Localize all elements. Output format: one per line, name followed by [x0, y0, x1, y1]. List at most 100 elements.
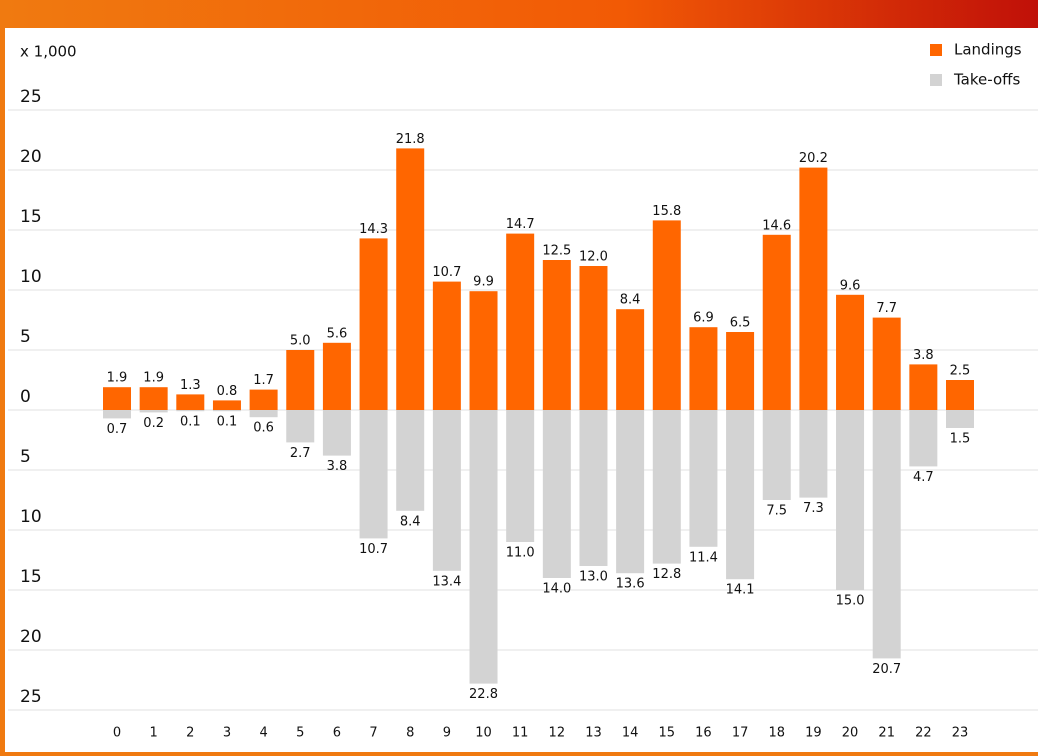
bar	[726, 410, 755, 580]
bar	[469, 291, 498, 410]
x-tick-label: 9	[443, 726, 451, 741]
value-label: 6.5	[730, 316, 751, 331]
x-tick-label: 7	[369, 726, 377, 741]
value-label: 11.0	[506, 546, 535, 561]
bar	[506, 410, 535, 542]
value-label: 14.3	[359, 222, 388, 237]
bar	[689, 410, 718, 547]
bar	[103, 410, 131, 419]
bar	[469, 410, 498, 684]
value-label: 1.9	[143, 371, 164, 386]
bar	[322, 342, 351, 410]
bar	[542, 410, 571, 578]
legend-label: Landings	[954, 41, 1022, 59]
bar	[652, 220, 681, 410]
bar	[836, 410, 865, 590]
bar	[579, 266, 608, 410]
value-label: 5.0	[290, 334, 311, 349]
y-tick-label: 20	[20, 627, 42, 647]
x-tick-label: 6	[333, 726, 341, 741]
value-label: 8.4	[400, 514, 421, 529]
bar	[872, 317, 901, 410]
value-label: 10.7	[359, 542, 388, 557]
bar	[212, 410, 241, 412]
bar	[212, 400, 241, 410]
bar	[799, 410, 828, 498]
y-tick-label: 10	[20, 507, 42, 527]
x-tick-label: 18	[768, 726, 785, 741]
value-label: 8.4	[620, 293, 641, 308]
bar	[872, 410, 901, 659]
value-label: 1.3	[180, 378, 201, 393]
value-label: 4.7	[913, 470, 934, 485]
x-tick-label: 8	[406, 726, 414, 741]
x-tick-label: 14	[622, 726, 639, 741]
x-tick-label: 16	[695, 726, 712, 741]
value-label: 12.5	[542, 244, 571, 259]
y-tick-label: 15	[20, 207, 42, 227]
y-tick-label: 10	[20, 267, 42, 287]
value-label: 0.1	[180, 415, 201, 430]
bar	[359, 410, 388, 539]
value-label: 12.0	[579, 250, 608, 265]
value-label: 13.0	[579, 570, 608, 585]
left-border	[0, 0, 5, 756]
x-tick-label: 1	[150, 726, 158, 741]
x-tick-label: 20	[842, 726, 859, 741]
value-label: 7.3	[803, 501, 824, 516]
value-label: 15.0	[836, 594, 865, 609]
value-label: 1.5	[950, 432, 971, 447]
value-label: 5.6	[327, 326, 348, 341]
value-label: 0.1	[217, 415, 238, 430]
legend-label: Take-offs	[953, 71, 1020, 89]
value-label: 0.6	[253, 421, 274, 436]
x-tick-label: 21	[878, 726, 895, 741]
value-label: 10.7	[432, 265, 461, 280]
value-label: 2.7	[290, 446, 311, 461]
bar	[432, 410, 461, 571]
value-label: 3.8	[913, 348, 934, 363]
bar	[176, 394, 205, 410]
y-tick-label: 20	[20, 147, 42, 167]
x-tick-label: 2	[186, 726, 194, 741]
value-label: 21.8	[396, 132, 425, 147]
x-tick-label: 11	[512, 726, 529, 741]
value-label: 15.8	[652, 204, 681, 219]
value-label: 11.4	[689, 550, 718, 565]
value-label: 12.8	[652, 567, 681, 582]
bar	[249, 389, 278, 410]
value-label: 7.7	[876, 301, 897, 316]
bar	[103, 387, 131, 410]
y-tick-label: 25	[20, 87, 42, 107]
value-label: 1.9	[107, 371, 128, 386]
bar	[286, 350, 315, 410]
value-label: 7.5	[766, 504, 787, 519]
value-label: 9.6	[840, 278, 861, 293]
bar	[762, 410, 791, 500]
bar	[432, 281, 461, 410]
x-tick-label: 4	[259, 726, 267, 741]
bar	[542, 260, 571, 410]
bar	[836, 294, 865, 410]
bar	[249, 410, 278, 418]
value-label: 0.2	[143, 416, 164, 431]
bar	[139, 410, 168, 413]
bar	[726, 332, 755, 410]
bar	[359, 238, 388, 410]
bar	[176, 410, 205, 412]
legend-swatch	[930, 44, 942, 56]
bar	[652, 410, 681, 564]
x-tick-label: 17	[732, 726, 749, 741]
y-tick-label: 15	[20, 567, 42, 587]
bar	[396, 410, 425, 511]
bar	[689, 327, 718, 410]
value-label: 0.7	[107, 422, 128, 437]
bar	[616, 410, 645, 574]
bar	[909, 410, 938, 467]
value-label: 9.9	[473, 275, 494, 290]
x-tick-label: 12	[549, 726, 566, 741]
value-label: 13.6	[616, 577, 645, 592]
bar	[946, 380, 974, 410]
y-tick-label: 0	[20, 387, 31, 407]
unit-label: x 1,000	[20, 43, 77, 61]
